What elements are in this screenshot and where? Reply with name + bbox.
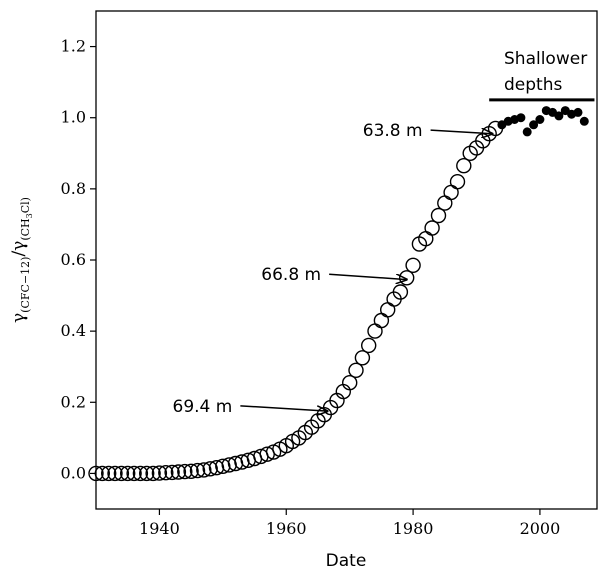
data-point-open — [126, 465, 142, 482]
x-tick-label: 2000 — [520, 519, 561, 538]
data-point-filled — [573, 107, 583, 117]
x-tick-label: 1940 — [139, 519, 180, 538]
data-point-open — [132, 465, 149, 482]
x-axis-title: Date — [326, 551, 367, 571]
data-point-filled — [516, 113, 526, 123]
data-point-open — [405, 257, 421, 273]
data-point-open — [151, 465, 168, 481]
data-point-open — [164, 464, 180, 481]
y-axis-title-group: γ(CFC−12)/γ(CH3Cl) — [9, 197, 34, 323]
data-point-open — [443, 184, 459, 201]
y-label-part: 3 — [25, 213, 34, 218]
data-point-open — [430, 207, 447, 224]
data-point-open — [107, 465, 123, 482]
y-label-part: /γ — [9, 241, 29, 257]
data-point-open — [158, 465, 174, 481]
data-point-open — [202, 461, 218, 477]
y-tick-label: 0.4 — [61, 321, 86, 340]
data-point-open — [138, 465, 155, 482]
axes: 1940 1960 1980 2000 0.0 0.2 0.4 0.6 0.8 1.0 1.2 — [61, 37, 561, 538]
y-label-part: (CFC−12) — [19, 257, 32, 313]
y-tick-label: 0.0 — [61, 463, 86, 482]
data-point-filled — [522, 127, 532, 137]
data-point-open — [361, 337, 377, 354]
y-tick-label: 0.8 — [61, 179, 86, 198]
data-point-open — [424, 220, 440, 236]
data-point-open — [373, 312, 390, 329]
data-point-open — [196, 462, 212, 478]
depths-label: depths — [504, 75, 562, 95]
y-axis-title: γ(CFC−12)/γ(CH3Cl) — [9, 197, 34, 323]
depth-annotation: 69.4 m — [173, 397, 233, 417]
y-label-part: Cl) — [19, 197, 32, 213]
data-point-open — [380, 302, 396, 318]
data-point-open — [100, 465, 117, 482]
shallower-label: Shallower — [504, 49, 587, 69]
data-point-filled — [554, 111, 564, 121]
y-tick-label: 1.0 — [61, 108, 86, 127]
depth-annotation: 63.8 m — [363, 121, 423, 141]
depth-annotation: 66.8 m — [261, 265, 321, 285]
data-point-open — [399, 270, 415, 286]
data-point-open — [145, 465, 161, 482]
data-point-open — [113, 465, 130, 482]
data-point-filled — [579, 116, 589, 126]
plot-area — [88, 106, 589, 482]
data-point-filled — [535, 115, 545, 124]
data-point-open — [170, 464, 187, 480]
data-point-open — [392, 284, 409, 300]
x-tick-label: 1960 — [266, 519, 307, 538]
x-tick-label: 1980 — [393, 519, 434, 538]
data-point-open — [456, 157, 472, 174]
data-point-open — [189, 462, 206, 479]
y-label-part: γ — [9, 313, 29, 323]
annotation-arrow — [240, 405, 327, 411]
annotations: 69.4 m 66.8 m 63.8 m Shallower depths — [173, 49, 595, 417]
y-tick-label: 0.2 — [61, 392, 86, 411]
data-point-filled — [529, 120, 539, 130]
y-tick-label: 0.6 — [61, 250, 86, 269]
data-point-open — [348, 362, 364, 378]
data-point-open — [177, 463, 193, 480]
data-point-open — [354, 350, 371, 366]
annotation-arrow — [430, 130, 493, 134]
y-tick-label: 1.2 — [61, 37, 86, 56]
data-point-open — [449, 173, 466, 190]
data-point-open — [119, 465, 136, 482]
data-point-open — [342, 375, 358, 391]
data-point-open — [437, 195, 453, 211]
data-point-open — [183, 463, 199, 479]
annotation-arrow — [329, 273, 407, 279]
y-label-part: (CH — [19, 218, 32, 240]
data-point-open — [367, 323, 383, 339]
